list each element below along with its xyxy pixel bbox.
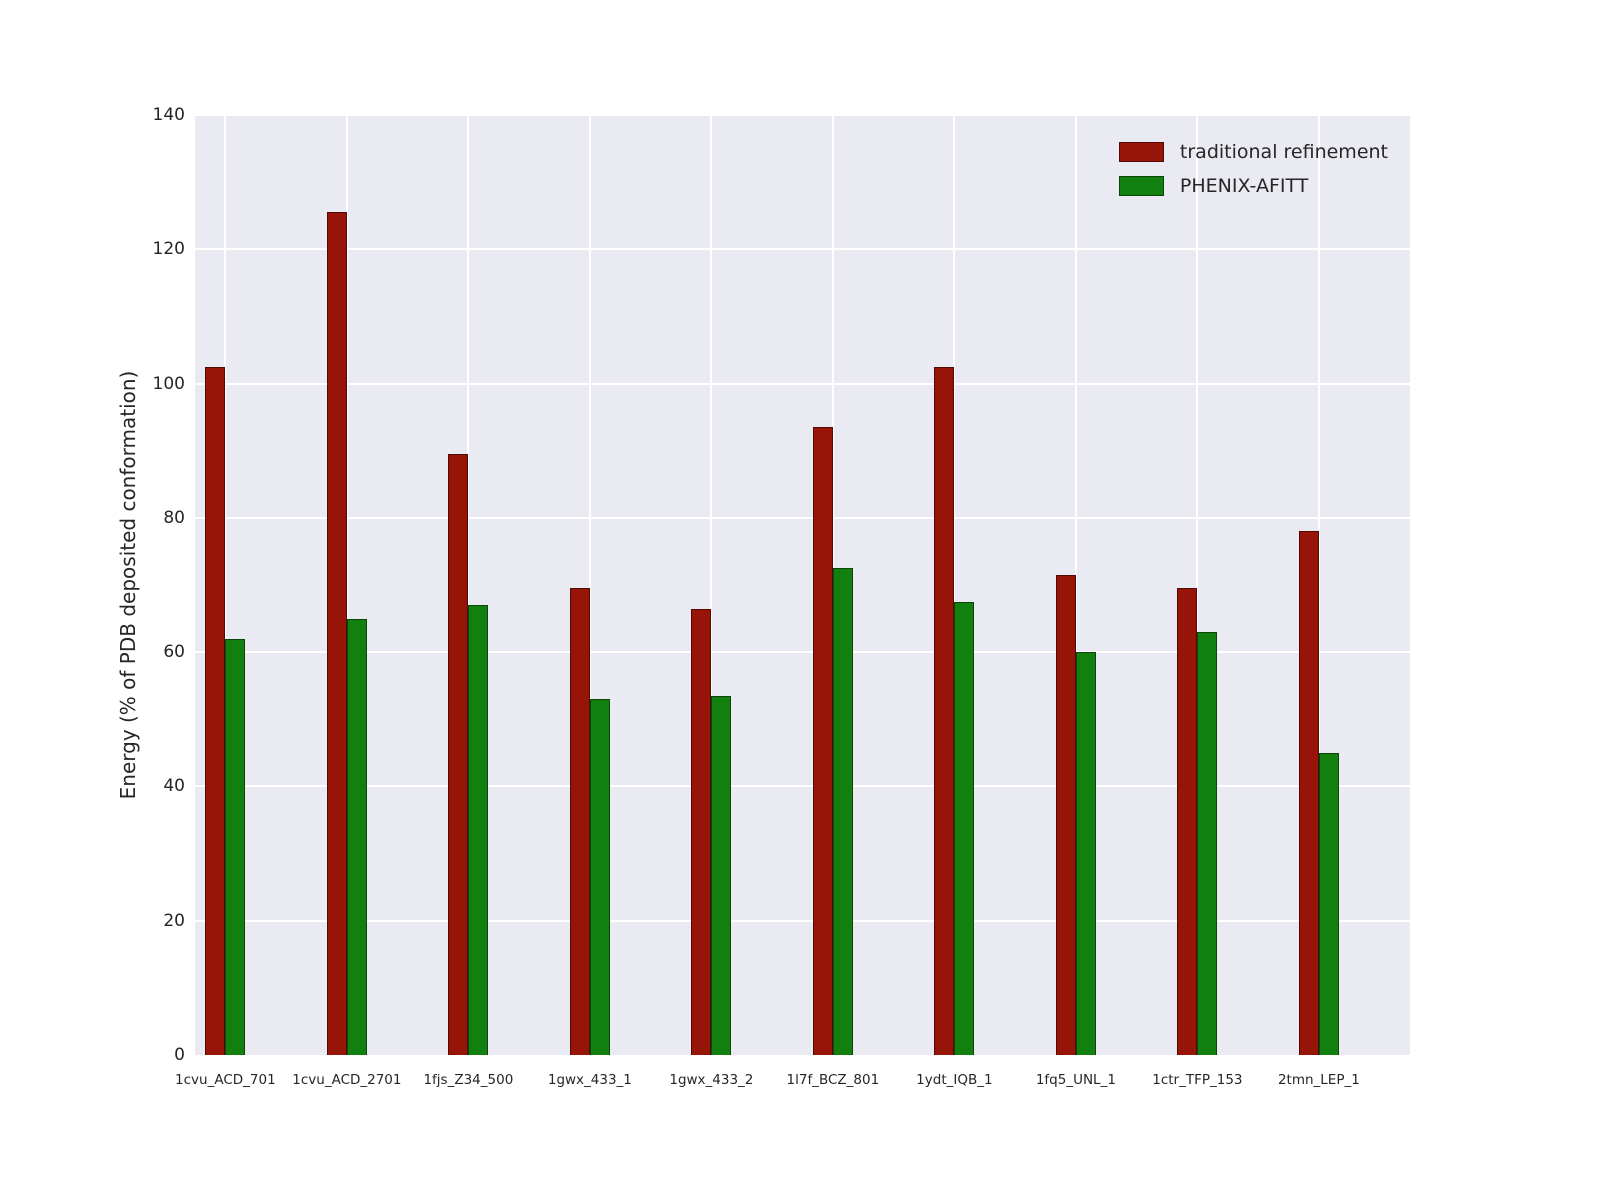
- bar-traditional: [326, 212, 347, 1055]
- bar-phenix-afitt: [468, 605, 489, 1055]
- x-tick-label: 1gwx_433_2: [669, 1072, 754, 1088]
- h-gridline: [195, 785, 1410, 788]
- bar-traditional: [205, 366, 226, 1055]
- x-tick-label: 1ctr_TFP_153: [1152, 1072, 1243, 1088]
- bar-traditional: [569, 588, 590, 1055]
- v-gridline: [1196, 115, 1199, 1055]
- bar-phenix-afitt: [225, 638, 246, 1055]
- bar-traditional: [1055, 574, 1076, 1055]
- v-gridline: [710, 115, 713, 1055]
- h-gridline: [195, 114, 1410, 116]
- h-gridline: [195, 248, 1410, 251]
- y-tick-label: 140: [152, 105, 185, 125]
- v-gridline: [588, 115, 591, 1055]
- legend-swatch: [1118, 176, 1164, 196]
- y-tick-label: 100: [152, 373, 185, 394]
- x-tick-label: 1ydt_IQB_1: [916, 1072, 993, 1088]
- v-gridline: [345, 115, 348, 1055]
- h-gridline: [195, 919, 1410, 922]
- bar-phenix-afitt: [346, 618, 367, 1055]
- y-tick-label: 40: [163, 776, 185, 797]
- x-tick-label: 1cvu_ACD_2701: [292, 1072, 402, 1088]
- y-tick-label: 80: [163, 507, 185, 528]
- bar-traditional: [812, 427, 833, 1055]
- x-tick-label: 1fq5_UNL_1: [1035, 1072, 1116, 1088]
- y-axis-label: Energy (% of PDB deposited conformation): [116, 370, 140, 800]
- v-gridline: [1074, 115, 1077, 1055]
- h-gridline: [195, 382, 1410, 385]
- y-tick-label: 20: [163, 910, 185, 931]
- x-tick-label: 1fjs_Z34_500: [423, 1072, 514, 1088]
- legend-item: PHENIX-AFITT: [1118, 175, 1388, 197]
- y-tick-label: 60: [163, 642, 185, 663]
- x-tick-label: 1gwx_433_1: [547, 1072, 632, 1088]
- legend-item: traditional refinement: [1118, 141, 1388, 163]
- y-tick-label: 0: [174, 1045, 185, 1065]
- legend-swatch: [1118, 142, 1164, 162]
- bar-traditional: [1177, 588, 1198, 1055]
- x-tick-label: 1l7f_BCZ_801: [786, 1072, 880, 1088]
- v-gridline: [953, 115, 956, 1055]
- bar-phenix-afitt: [589, 699, 610, 1055]
- v-gridline: [467, 115, 470, 1055]
- h-gridline: [195, 516, 1410, 519]
- bar-phenix-afitt: [954, 601, 975, 1055]
- plot-area: traditional refinement PHENIX-AFITT: [195, 114, 1410, 1055]
- x-tick-label: 2tmn_LEP_1: [1277, 1072, 1360, 1088]
- bar-phenix-afitt: [1197, 632, 1218, 1055]
- bar-phenix-afitt: [1318, 752, 1339, 1055]
- v-gridline: [1317, 115, 1320, 1055]
- v-gridline: [224, 115, 227, 1055]
- bar-phenix-afitt: [1075, 652, 1096, 1055]
- bar-traditional: [448, 454, 469, 1055]
- bar-phenix-afitt: [711, 695, 732, 1055]
- bar-traditional: [934, 366, 955, 1055]
- legend-label: traditional refinement: [1179, 141, 1388, 163]
- y-tick-label: 120: [152, 239, 185, 260]
- legend: traditional refinement PHENIX-AFITT: [1113, 137, 1394, 201]
- bar-traditional: [691, 608, 712, 1055]
- bar-phenix-afitt: [832, 568, 853, 1055]
- bar-traditional: [1298, 531, 1319, 1055]
- h-gridline: [195, 651, 1410, 654]
- legend-label: PHENIX-AFITT: [1179, 175, 1309, 197]
- x-tick-label: 1cvu_ACD_701: [175, 1072, 276, 1088]
